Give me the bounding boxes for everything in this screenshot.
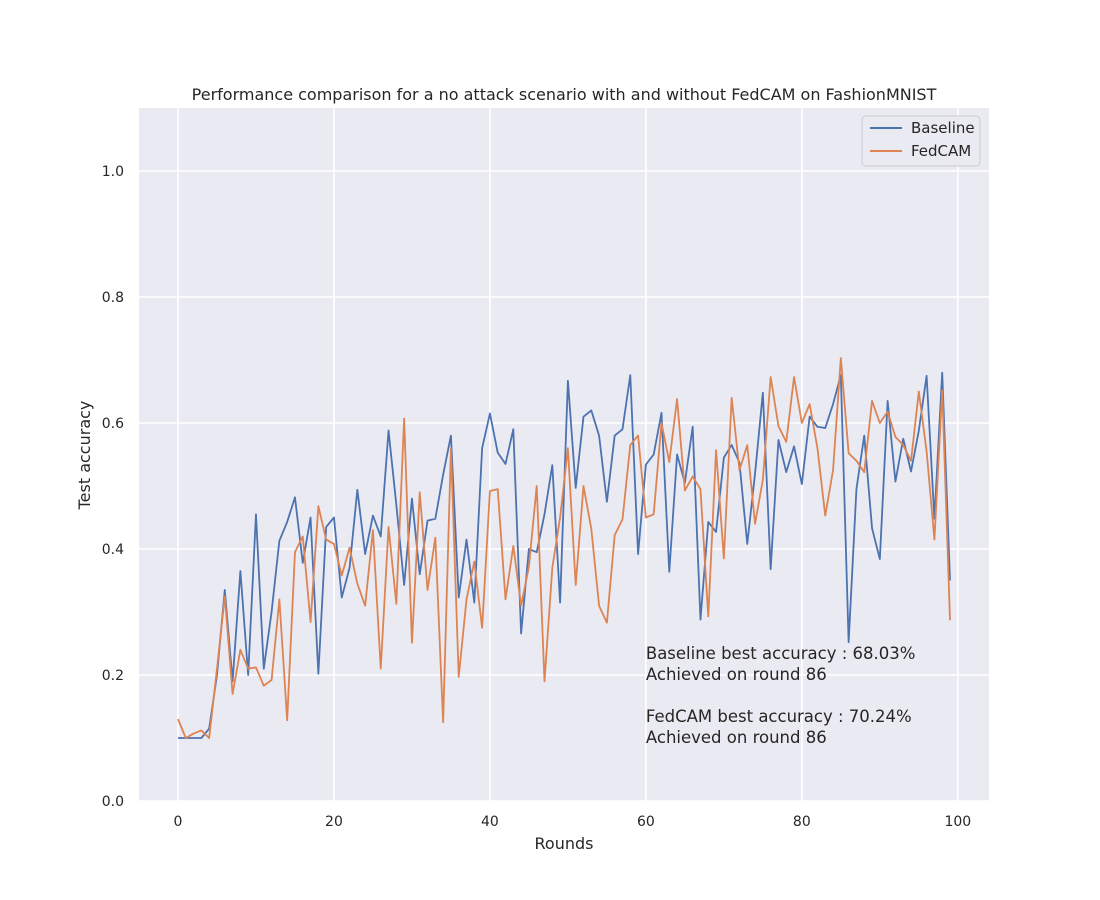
y-tick-label: 0.8: [102, 290, 124, 306]
y-tick-label: 0.6: [102, 416, 124, 432]
x-tick-label: 20: [325, 814, 343, 830]
legend-label-baseline: Baseline: [911, 119, 975, 137]
y-axis-label: Test accuracy: [75, 401, 94, 511]
x-tick-label: 100: [944, 814, 971, 830]
tick-labels: 0 20 40 60 80 100 0.0 0.2 0.4 0.6 0.8 1.0: [102, 164, 971, 830]
y-tick-label: 0.2: [102, 668, 124, 684]
x-axis-label: Rounds: [535, 834, 594, 853]
chart-title: Performance comparison for a no attack s…: [192, 85, 937, 104]
legend-label-fedcam: FedCAM: [911, 142, 971, 160]
y-tick-label: 0.4: [102, 542, 124, 558]
annotation-baseline-round: Achieved on round 86: [646, 665, 827, 684]
series-line-fedcam: [177, 357, 951, 739]
x-tick-label: 60: [637, 814, 655, 830]
x-tick-label: 80: [793, 814, 811, 830]
y-tick-label: 1.0: [102, 164, 124, 180]
x-tick-label: 0: [174, 814, 183, 830]
grid: [139, 108, 989, 802]
plot-area: [139, 108, 989, 801]
annotation-fedcam-best: FedCAM best accuracy : 70.24%: [646, 707, 912, 726]
annotation-block: Baseline best accuracy : 68.03% Achieved…: [646, 644, 916, 747]
series-line-baseline: [177, 371, 951, 739]
series-layer: [177, 357, 951, 739]
annotation-baseline-best: Baseline best accuracy : 68.03%: [646, 644, 916, 663]
x-tick-label: 40: [481, 814, 499, 830]
legend: Baseline FedCAM: [861, 115, 981, 167]
y-tick-label: 0.0: [102, 794, 124, 810]
annotation-fedcam-round: Achieved on round 86: [646, 728, 827, 747]
